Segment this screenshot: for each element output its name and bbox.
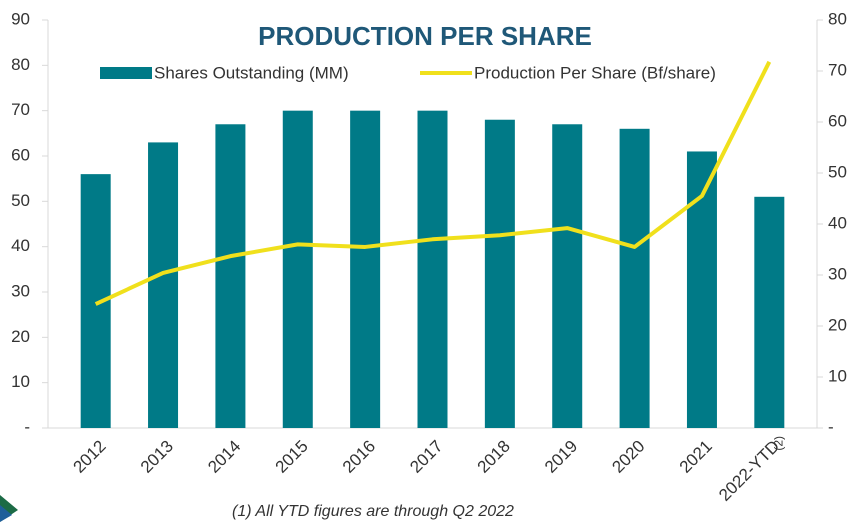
- x-tick-label: 2017: [406, 437, 446, 477]
- y-tick-label: 60: [11, 145, 30, 164]
- x-tick-label: 2019: [541, 437, 581, 477]
- y2-tick-label: 30: [828, 264, 847, 283]
- bar: [215, 124, 246, 429]
- chart-title: PRODUCTION PER SHARE: [258, 21, 592, 51]
- bar: [148, 142, 179, 428]
- y2-tick-label: 10: [828, 366, 847, 385]
- x-tick-label: 2021: [676, 437, 716, 477]
- y2-tick-label: 60: [828, 111, 847, 130]
- y-tick-label: 50: [11, 191, 30, 210]
- x-tick-label: 2015: [272, 437, 312, 477]
- y-tick-label: 20: [11, 327, 30, 346]
- y-tick-label: -: [24, 417, 30, 436]
- footnote: (1) All YTD figures are through Q2 2022: [232, 503, 514, 520]
- legend-label: Shares Outstanding (MM): [154, 63, 349, 82]
- line: [94, 60, 772, 306]
- corner-decoration: [0, 505, 12, 522]
- x-tick-label: 2016: [339, 437, 379, 477]
- y2-tick-label: 40: [828, 213, 847, 232]
- x-tick-label: 2013: [137, 437, 177, 477]
- y-tick-label: 40: [11, 236, 30, 255]
- y-tick-label: 80: [11, 55, 30, 74]
- y-tick-label: 90: [11, 9, 30, 28]
- bar: [484, 119, 515, 428]
- y2-tick-label: 80: [828, 9, 847, 28]
- bar: [350, 110, 381, 429]
- y-tick-label: 30: [11, 281, 30, 300]
- x-tick-label: 2018: [474, 437, 514, 477]
- bar: [417, 110, 448, 429]
- y2-tick-label: 70: [828, 60, 847, 79]
- y2-tick-label: 20: [828, 315, 847, 334]
- legend-swatch: [100, 67, 152, 79]
- x-tick-label: 2012: [69, 437, 109, 477]
- bar: [282, 110, 313, 429]
- bar: [552, 124, 583, 429]
- y2-tick-label: 50: [828, 162, 847, 181]
- y-tick-label: 10: [11, 372, 30, 391]
- legend-label: Production Per Share (Bf/share): [474, 63, 716, 82]
- category-note: (2): [771, 436, 785, 451]
- bar: [619, 128, 650, 429]
- y2-tick-label: -: [828, 417, 834, 436]
- x-tick-label: 2020: [608, 437, 648, 477]
- x-tick-label: 2014: [204, 437, 244, 477]
- y-tick-label: 70: [11, 100, 30, 119]
- bar: [754, 196, 785, 428]
